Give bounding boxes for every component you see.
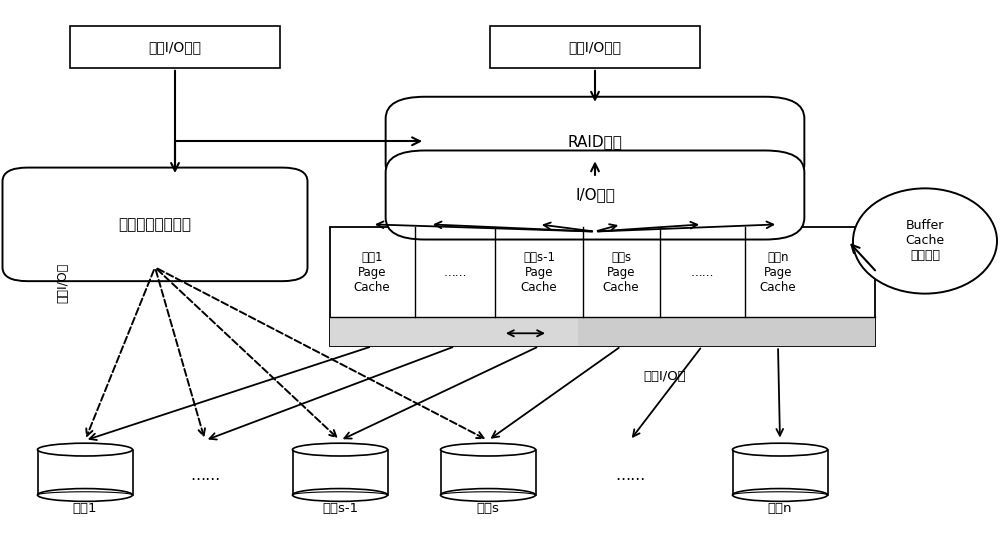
Text: ……: …… bbox=[615, 468, 645, 483]
Text: ……: …… bbox=[690, 266, 714, 279]
Text: 磁盘n: 磁盘n bbox=[768, 502, 792, 515]
Text: 用户I/O流: 用户I/O流 bbox=[644, 370, 686, 383]
Text: 磁盘s: 磁盘s bbox=[477, 502, 499, 515]
Bar bbox=[293, 450, 388, 495]
FancyBboxPatch shape bbox=[2, 167, 308, 281]
FancyBboxPatch shape bbox=[70, 26, 280, 68]
Bar bbox=[330, 317, 578, 346]
FancyBboxPatch shape bbox=[386, 151, 804, 239]
Ellipse shape bbox=[440, 489, 536, 501]
Text: ……: …… bbox=[443, 266, 467, 279]
Text: 磁盘s-1: 磁盘s-1 bbox=[322, 502, 358, 515]
Bar bbox=[732, 450, 828, 495]
Text: ……: …… bbox=[190, 468, 220, 483]
Text: 重构I/O流: 重构I/O流 bbox=[56, 263, 70, 302]
FancyBboxPatch shape bbox=[386, 97, 804, 186]
Ellipse shape bbox=[292, 489, 388, 501]
Ellipse shape bbox=[732, 443, 828, 456]
Text: 磁盘s-1
Page
Cache: 磁盘s-1 Page Cache bbox=[521, 251, 557, 294]
Text: 磁盘1
Page
Cache: 磁盘1 Page Cache bbox=[354, 251, 390, 294]
Bar bbox=[578, 317, 875, 346]
Text: 用户I/O请求: 用户I/O请求 bbox=[568, 40, 622, 54]
Text: 磁盘1: 磁盘1 bbox=[73, 502, 97, 515]
Bar bbox=[38, 450, 132, 495]
Ellipse shape bbox=[853, 188, 997, 294]
Text: 磁盘s
Page
Cache: 磁盘s Page Cache bbox=[603, 251, 639, 294]
Ellipse shape bbox=[38, 489, 132, 501]
Ellipse shape bbox=[292, 443, 388, 456]
Text: I/O调度: I/O调度 bbox=[575, 187, 615, 203]
Ellipse shape bbox=[440, 443, 536, 456]
Text: RAID布局: RAID布局 bbox=[568, 134, 622, 149]
Text: 磁盘阵列管理模块: 磁盘阵列管理模块 bbox=[119, 217, 192, 232]
Ellipse shape bbox=[38, 443, 132, 456]
Bar bbox=[440, 450, 536, 495]
Text: 磁盘n
Page
Cache: 磁盘n Page Cache bbox=[760, 251, 796, 294]
Text: 重构I/O请求: 重构I/O请求 bbox=[148, 40, 202, 54]
Ellipse shape bbox=[732, 489, 828, 501]
FancyBboxPatch shape bbox=[490, 26, 700, 68]
Bar bbox=[330, 227, 875, 346]
Text: Buffer
Cache
管理模块: Buffer Cache 管理模块 bbox=[905, 219, 945, 263]
